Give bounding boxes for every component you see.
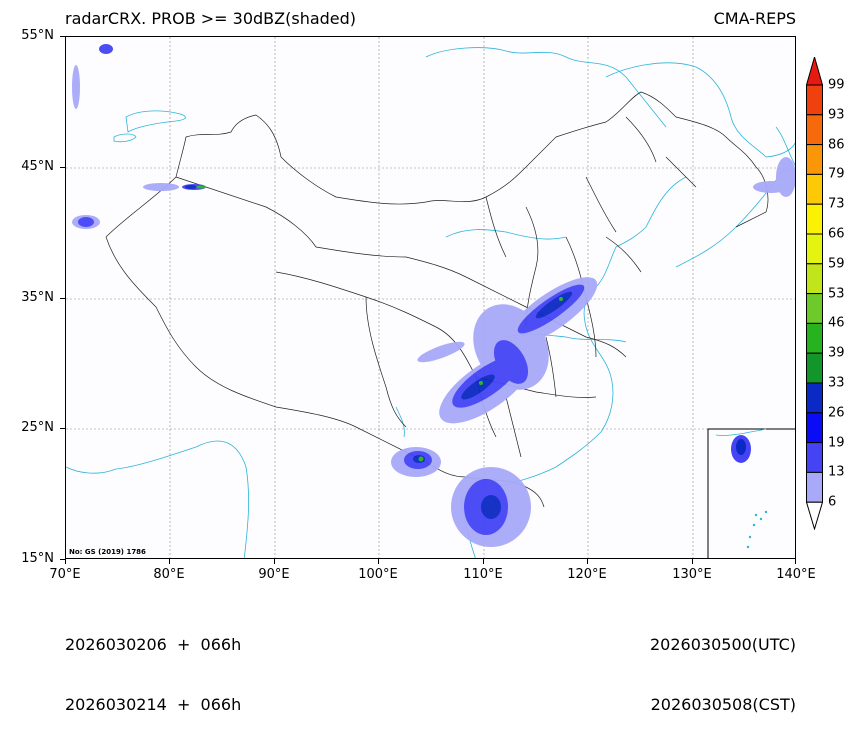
- x-tick-mark: [378, 559, 379, 564]
- colorbar-label: 53: [828, 286, 845, 302]
- colorbar-label: 13: [828, 464, 845, 480]
- y-tick-45n: 45°N: [21, 159, 54, 174]
- colorbar-label: 26: [828, 405, 845, 421]
- x-tick-120e: 120°E: [567, 567, 607, 582]
- x-tick-110e: 110°E: [463, 567, 503, 582]
- x-tick-mark: [274, 559, 275, 564]
- x-tick-130e: 130°E: [672, 567, 712, 582]
- colorbar-label: 19: [828, 435, 845, 451]
- colorbar-extend-max: [806, 57, 823, 86]
- model-name: CMA-REPS: [713, 9, 796, 28]
- probability-shading: [72, 44, 795, 547]
- colorbar-label: 73: [828, 196, 845, 212]
- valid-time-cst: 2026030508(CST): [650, 695, 796, 714]
- y-tick-35n: 35°N: [21, 290, 54, 305]
- x-tick-mark: [795, 559, 796, 564]
- y-tick-mark: [60, 298, 65, 299]
- colorbar-label: 66: [828, 226, 845, 242]
- colorbar-label: 59: [828, 256, 845, 272]
- x-tick-70e: 70°E: [49, 567, 81, 582]
- boundaries: [105, 91, 769, 508]
- inset-map: [707, 428, 795, 558]
- map-canvas: [66, 37, 795, 558]
- colorbar-label: 86: [828, 137, 845, 153]
- x-tick-80e: 80°E: [153, 567, 185, 582]
- y-tick-mark: [60, 167, 65, 168]
- y-tick-55n: 55°N: [21, 28, 54, 43]
- init-time-cst: 2026030214 + 066h: [65, 695, 242, 714]
- x-tick-mark: [65, 559, 66, 564]
- init-time-utc: 2026030206 + 066h: [65, 635, 242, 654]
- coastlines: [66, 47, 795, 558]
- x-tick-140e: 140°E: [776, 567, 816, 582]
- gridlines: [66, 37, 795, 558]
- colorbar-label: 33: [828, 375, 845, 391]
- colorbar-label: 79: [828, 166, 845, 182]
- colorbar-extend-min: [806, 501, 823, 530]
- valid-time-block: 2026030500(UTC) 2026030508(CST): [650, 595, 796, 735]
- colorbar-label: 99: [828, 77, 845, 93]
- colorbar-segments: [806, 84, 823, 503]
- y-tick-mark: [60, 428, 65, 429]
- map-plot-area: No: GS (2019) 1786: [65, 36, 796, 559]
- x-tick-mark: [169, 559, 170, 564]
- colorbar: [806, 57, 823, 530]
- valid-time-utc: 2026030500(UTC): [650, 635, 796, 654]
- y-tick-15n: 15°N: [21, 551, 54, 566]
- map-approval-number: No: GS (2019) 1786: [69, 548, 146, 556]
- x-tick-mark: [483, 559, 484, 564]
- init-time-block: 2026030206 + 066h 2026030214 + 066h: [65, 595, 241, 735]
- y-tick-mark: [60, 559, 65, 560]
- colorbar-label: 39: [828, 345, 845, 361]
- y-tick-mark: [60, 36, 65, 37]
- x-tick-mark: [587, 559, 588, 564]
- chart-title: radarCRX. PROB >= 30dBZ(shaded): [65, 9, 357, 28]
- x-tick-mark: [692, 559, 693, 564]
- colorbar-label: 46: [828, 315, 845, 331]
- colorbar-label: 6: [828, 494, 837, 510]
- colorbar-label: 93: [828, 107, 845, 123]
- x-tick-100e: 100°E: [358, 567, 398, 582]
- x-tick-90e: 90°E: [258, 567, 290, 582]
- y-tick-25n: 25°N: [21, 420, 54, 435]
